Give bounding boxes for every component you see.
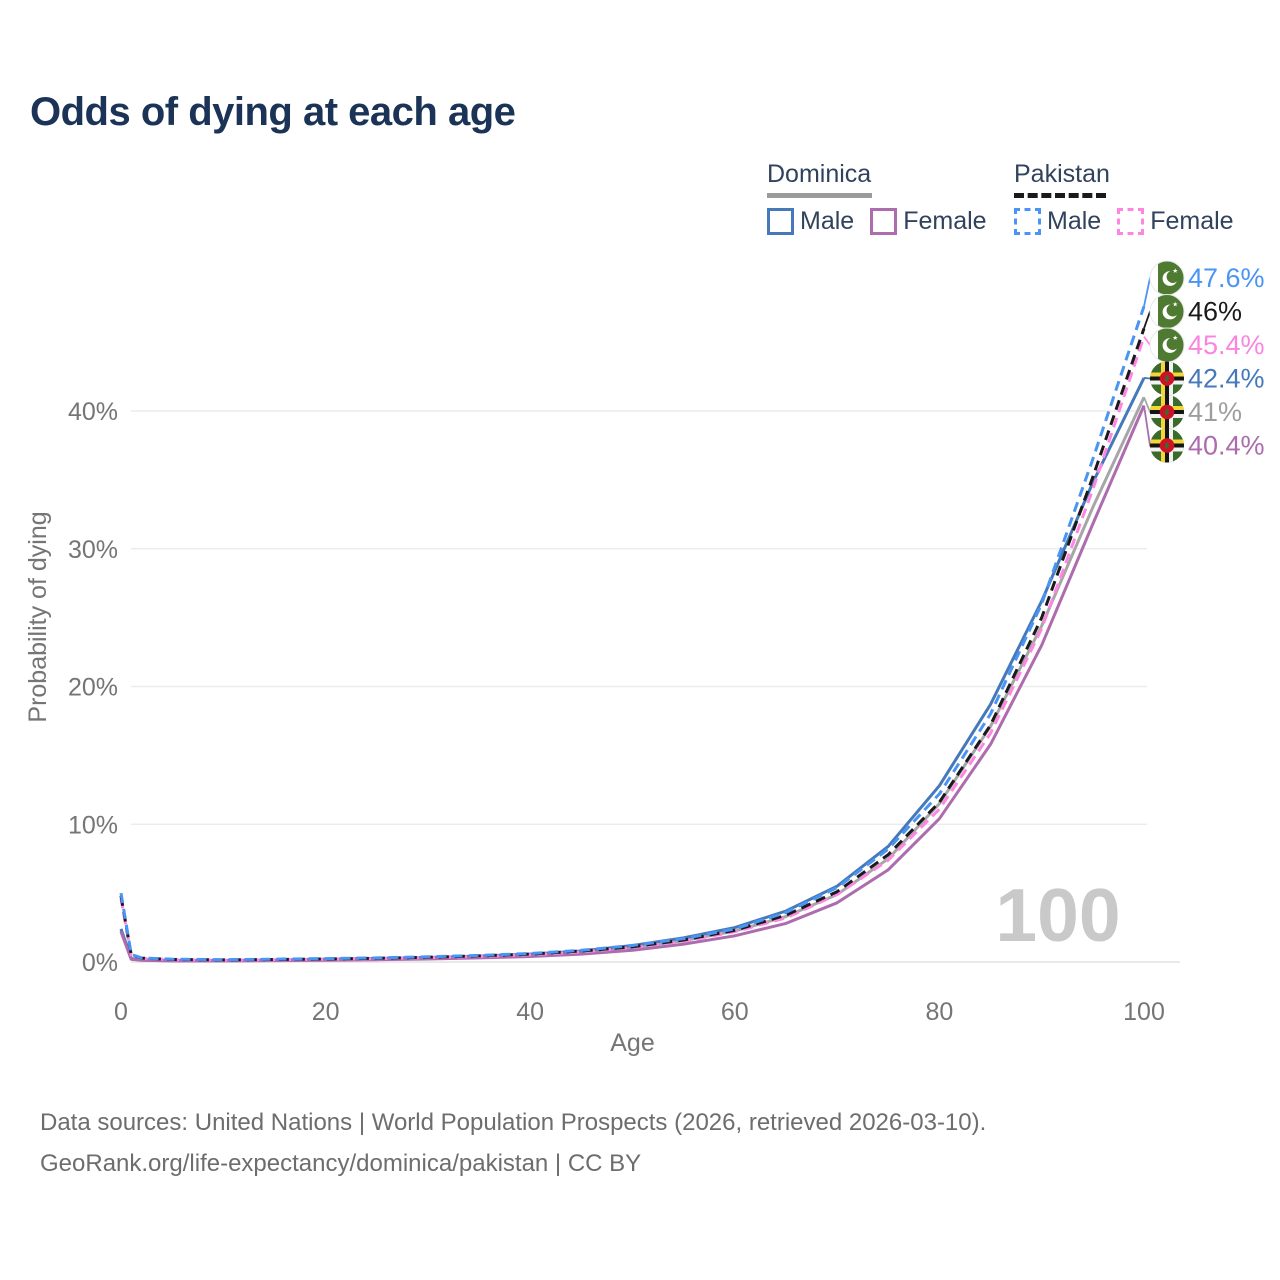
series-line-dom_fem <box>119 404 1146 963</box>
end-value-label-dom_male: 42.4% <box>1188 364 1265 394</box>
dominica-flag-icon <box>1150 429 1184 463</box>
y-tick-30: 30% <box>68 536 118 564</box>
legend-swatch-dominica-male[interactable] <box>767 208 794 235</box>
legend-group-dominica: Dominica Male Female <box>767 160 987 236</box>
series-line-dom_male <box>119 377 1146 963</box>
legend-label-dominica-male[interactable]: Male <box>800 207 855 235</box>
end-value-label-pak_male: 47.6% <box>1188 263 1265 293</box>
x-tick-60: 60 <box>721 998 749 1026</box>
y-tick-10: 10% <box>68 811 118 839</box>
x-tick-0: 0 <box>114 998 128 1026</box>
x-tick-40: 40 <box>516 998 544 1026</box>
source-line-1: Data sources: United Nations | World Pop… <box>40 1109 987 1136</box>
series-line-pak_male <box>119 305 1146 962</box>
pakistan-line-style-swatch <box>1014 193 1106 198</box>
page-title: Odds of dying at each age <box>30 90 516 134</box>
source-attribution: Data sources: United Nations | World Pop… <box>40 1102 986 1184</box>
x-axis-title: Age <box>610 1029 654 1057</box>
series-line-pak_total <box>119 327 1146 962</box>
legend-country-pakistan[interactable]: Pakistan <box>1014 160 1110 188</box>
pakistan-flag-icon <box>1150 328 1184 362</box>
watermark-age-100: 100 <box>995 873 1120 957</box>
legend-label-pakistan-male[interactable]: Male <box>1047 207 1102 235</box>
legend-swatch-pakistan-female[interactable] <box>1117 208 1145 235</box>
source-line-2[interactable]: GeoRank.org/life-expectancy/dominica/pak… <box>40 1150 642 1177</box>
series-line-pak_fem <box>119 336 1146 962</box>
end-value-label-pak_fem: 45.4% <box>1188 330 1265 360</box>
dominica-flag-icon <box>1150 362 1184 396</box>
pakistan-flag-icon <box>1150 295 1184 329</box>
x-tick-100: 100 <box>1123 998 1165 1026</box>
end-value-label-pak_total: 46% <box>1188 297 1242 327</box>
legend-label-dominica-female[interactable]: Female <box>903 207 987 235</box>
end-value-label-dom_fem: 40.4% <box>1188 431 1265 461</box>
series-line-dom_total <box>119 396 1146 963</box>
legend-country-dominica[interactable]: Dominica <box>767 160 872 188</box>
legend-swatch-pakistan-male[interactable] <box>1014 208 1041 235</box>
y-axis-title: Probability of dying <box>24 511 52 722</box>
y-tick-20: 20% <box>68 674 118 702</box>
dominica-flag-icon <box>1150 395 1184 429</box>
pakistan-flag-icon <box>1150 261 1184 295</box>
dominica-line-style-swatch <box>767 193 872 198</box>
legend-label-pakistan-female[interactable]: Female <box>1150 207 1234 235</box>
legend-group-pakistan: Pakistan Male Female <box>1014 160 1234 236</box>
y-tick-40: 40% <box>68 398 118 426</box>
x-tick-20: 20 <box>312 998 340 1026</box>
x-tick-80: 80 <box>925 998 953 1026</box>
y-tick-0: 0% <box>82 949 118 977</box>
end-value-label-dom_total: 41% <box>1188 397 1242 427</box>
legend-swatch-dominica-female[interactable] <box>870 208 898 235</box>
